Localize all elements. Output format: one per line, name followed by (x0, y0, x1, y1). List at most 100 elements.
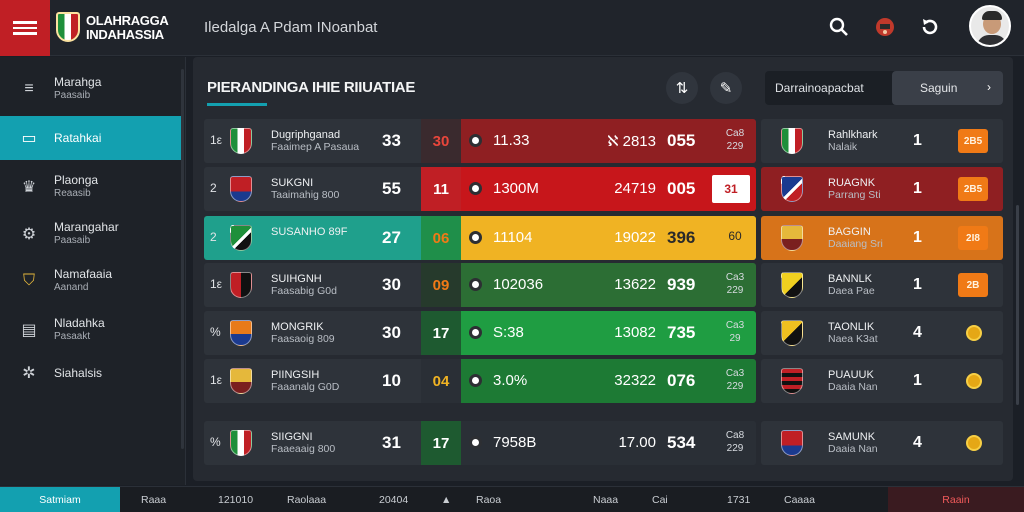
sidebar-sub: Aanand (54, 282, 89, 293)
score-badge: 2B5 (958, 129, 988, 153)
stats-bar: 102036 13622 939 Ca3 229 (461, 263, 756, 307)
status-dot-icon (469, 231, 482, 244)
table-icon: ▭ (21, 130, 37, 147)
team-crest-icon (230, 128, 252, 154)
filter-label: Darrainoapacbat (775, 81, 864, 95)
table-row[interactable]: 2 SUSANHO 89F 27 06 11104 19022 396 60 (204, 216, 756, 260)
stats-bar: 11.33 ℵ 2813 055 Ca8 229 (461, 119, 756, 163)
side-list-item[interactable]: TAONLIK Naea K3at 4 (761, 311, 1003, 355)
goal-diff: 17 (421, 421, 461, 465)
title-underline (207, 103, 267, 106)
team-sub: Daaia Nan (828, 381, 878, 393)
sidebar-item-6[interactable]: ▤ Nladahka Pasaakt (0, 308, 184, 352)
goal-diff: 09 (421, 263, 461, 307)
score-badge: 2B5 (958, 177, 988, 201)
sidebar-label: Marangahar (54, 220, 119, 234)
stat-2: 19022 (614, 229, 656, 246)
sidebar-item-1[interactable]: ≡ Marahga Paasaib (0, 67, 184, 111)
status-dot-icon (469, 182, 482, 195)
side-list-item[interactable]: BANNLK Daea Pae 1 2B (761, 263, 1003, 307)
sidebar-item-5[interactable]: ⛉ Namafaaia Aanand (0, 259, 184, 303)
table-row[interactable]: 1ε Dugriphganad Faaimep A Pasaua 33 30 11… (204, 119, 756, 163)
table-row[interactable]: % SIIGGNI Faaeaaig 800 31 17 7958B 17.00 … (204, 421, 756, 465)
crown-icon: ♛ (21, 179, 37, 196)
team-sub: Taaimahig 800 (271, 189, 340, 201)
team-label: SIIGGNI (271, 431, 313, 443)
sidebar-item-3[interactable]: ♛ Plaonga Reaasib (0, 165, 184, 209)
rank: 1ε (210, 133, 223, 147)
stat-2: 13082 (614, 324, 656, 341)
sidebar-sub: Reaasib (54, 188, 91, 199)
status-item: Cai (652, 494, 668, 506)
brand-name: OLAHRAGGA INDAHASSIA (86, 14, 169, 42)
edit-icon: ✎ (719, 80, 733, 97)
points: 30 (382, 323, 401, 342)
brand-logo-icon (56, 12, 80, 42)
rank: 2 (210, 230, 217, 244)
stat-2: 13622 (614, 276, 656, 293)
position: 1 (913, 132, 922, 149)
side-list-item[interactable]: PUAUUK Daaia Nan 1 (761, 359, 1003, 403)
triangle-icon: ▲ (441, 494, 452, 506)
brand-line-1: OLAHRAGGA (86, 13, 169, 28)
main-scrollbar[interactable] (1016, 205, 1019, 405)
stat-1: 11.33 (493, 132, 530, 149)
side-list-item[interactable]: RUAGNK Parrang Sti 1 2B5 (761, 167, 1003, 211)
team-name: PIINGSIH Faaanalg G0D (271, 369, 339, 393)
team-sub: Daea Pae (828, 285, 875, 297)
team-sub: Parrang Sti (828, 189, 881, 201)
table-row[interactable]: 2 SUKGNI Taaimahig 800 55 11 1300M 24719 … (204, 167, 756, 211)
team-name: BANNLK Daea Pae (828, 273, 875, 297)
stat-3: 076 (667, 371, 696, 390)
team-name: SUIHGNH Faasabig G0d (271, 273, 337, 297)
status-item[interactable]: Raain (888, 487, 1024, 512)
points: 33 (382, 131, 401, 150)
team-name: BAGGIN Daaiang Sri (828, 226, 883, 250)
sidebar-item-2[interactable]: ▭ Ratahkai (0, 116, 184, 160)
search-icon[interactable] (826, 14, 852, 40)
hamburger-icon (13, 21, 37, 35)
team-sub: Faaanalg G0D (271, 381, 340, 393)
stat-4: Ca3 229 (718, 367, 752, 393)
trophy-icon[interactable] (872, 14, 898, 40)
avatar[interactable] (969, 5, 1011, 47)
team-name: RUAGNK Parrang Sti (828, 177, 881, 201)
points: 27 (382, 228, 401, 247)
menu-button[interactable] (0, 0, 50, 56)
sidebar-item-label: Siahalsis (54, 366, 102, 380)
sort-button[interactable]: ⇅ (666, 72, 698, 104)
refresh-icon[interactable] (917, 14, 943, 40)
team-name: TAONLIK Naea K3at (828, 321, 878, 345)
side-list-item[interactable]: BAGGIN Daaiang Sri 1 2I8 (761, 216, 1003, 260)
table-row[interactable]: % MONGRIK Faasaoig 809 30 17 S:38 13082 7… (204, 311, 756, 355)
table-row[interactable]: 1ε PIINGSIH Faaanalg G0D 10 04 3.0% 32322… (204, 359, 756, 403)
coin-icon (966, 373, 982, 389)
standings-panel: PIERANDINGA IHIE RIIUATIAE ⇅ ✎ Darrainoa… (193, 57, 1019, 481)
edit-button[interactable]: ✎ (710, 72, 742, 104)
table-row[interactable]: 1ε SUIHGNH Faasabig G0d 30 09 102036 1362… (204, 263, 756, 307)
side-list-item[interactable]: Rahlkhark Nalaik 1 2B5 (761, 119, 1003, 163)
rank: % (210, 325, 221, 339)
status-item: Raaa (141, 494, 167, 506)
team-sub: Faasaoig 809 (271, 333, 335, 345)
season-dropdown[interactable]: Saguin › (892, 71, 1003, 105)
stat-2: 24719 (614, 180, 656, 197)
stat-badge[interactable]: 31 (712, 175, 750, 203)
goal-diff: 17 (421, 311, 461, 355)
goal-diff: 06 (421, 216, 461, 260)
stat-2: 17.00 (618, 434, 656, 451)
rank: 2 (210, 181, 217, 195)
sidebar-item-4[interactable]: ⚙ Marangahar Paasaib (0, 212, 184, 256)
side-list-item[interactable]: SAMUNK Daaia Nan 4 (761, 421, 1003, 465)
team-crest-icon (230, 176, 252, 202)
sidebar-sub: Pasaakt (54, 331, 91, 342)
team-sub: Faaeaaig 800 (271, 443, 336, 455)
rank: 1ε (210, 277, 223, 291)
team-crest-icon (781, 320, 803, 346)
status-item[interactable]: Satmiam (0, 487, 120, 512)
sort-icon: ⇅ (675, 80, 689, 97)
sidebar-item-7[interactable]: ✲ Siahalsis (0, 351, 184, 395)
team-label: PUAUUK (828, 369, 874, 381)
sidebar-scrollbar[interactable] (181, 69, 184, 449)
avatar-hair (982, 11, 1002, 20)
